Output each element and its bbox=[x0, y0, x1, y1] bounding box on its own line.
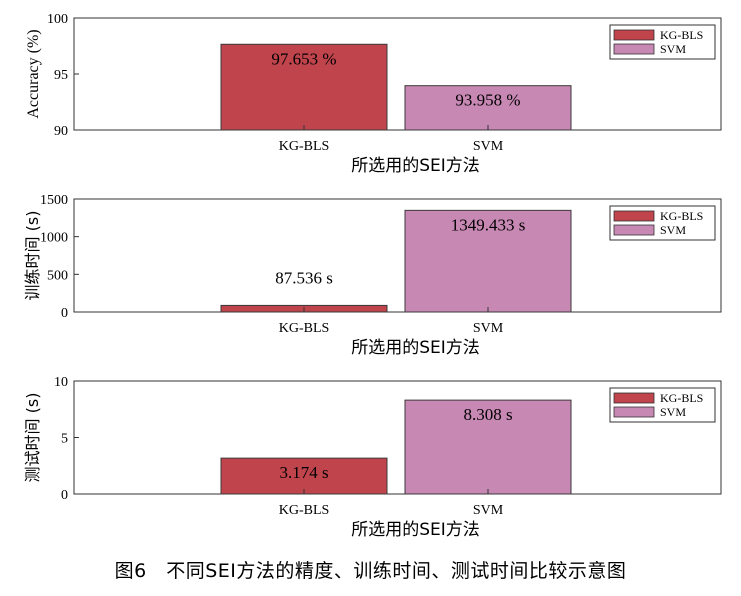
panel-3-ytick-label: 5 bbox=[61, 432, 68, 447]
panel-1-data-label: 97.653 % bbox=[271, 49, 336, 68]
panel-2-xtick-label: KG-BLS bbox=[279, 321, 330, 336]
panel-1-legend-swatch-svm bbox=[613, 43, 655, 55]
panel-3-ytick-label: 0 bbox=[61, 488, 68, 503]
panel-3-bar-kg-bls bbox=[220, 457, 388, 495]
panel-2-xtick-label: SVM bbox=[473, 321, 504, 336]
panel-1-legend-label: KG-BLS bbox=[660, 28, 703, 42]
panel-3-xtick-label: SVM bbox=[473, 503, 504, 518]
panel-1-legend-swatch-kg-bls bbox=[613, 29, 655, 41]
panel-2-data-label: 87.536 s bbox=[275, 268, 333, 287]
panel-1-data-label: 93.958 % bbox=[455, 91, 520, 110]
panel-1-ytick-label: 90 bbox=[54, 124, 68, 139]
panel-2-bar-svm bbox=[404, 209, 572, 313]
panel-3-bar-svm bbox=[404, 399, 572, 495]
panel-3-ytick-label: 10 bbox=[54, 375, 68, 390]
panel-3-legend-swatch-svm bbox=[613, 406, 655, 418]
panel-2-axes bbox=[73, 198, 722, 313]
panel-3-xtick-label: KG-BLS bbox=[279, 503, 330, 518]
panel-3-ylabel: 测试时间 (s) bbox=[23, 393, 42, 483]
panel-1-ylabel: Accuracy (%) bbox=[25, 29, 42, 118]
panel-1-xlabel: 所选用的SEI方法 bbox=[351, 156, 480, 176]
panel-2-legend-swatch-kg-bls bbox=[613, 210, 655, 222]
figure-caption: 图6 不同SEI方法的精度、训练时间、测试时间比较示意图 bbox=[114, 560, 627, 582]
panel-3-xlabel: 所选用的SEI方法 bbox=[351, 520, 480, 540]
panel-3-data-label: 8.308 s bbox=[463, 405, 512, 424]
panel-2-ytick-label: 1000 bbox=[40, 231, 68, 246]
panel-2-legend-label: SVM bbox=[660, 223, 686, 237]
panel-2-ytick-label: 0 bbox=[61, 306, 68, 321]
panel-3-legend-label: KG-BLS bbox=[660, 391, 703, 405]
panel-1-xtick-label: KG-BLS bbox=[279, 139, 330, 154]
panel-2-xlabel: 所选用的SEI方法 bbox=[351, 338, 480, 358]
panel-2-data-label: 1349.433 s bbox=[451, 215, 526, 234]
panel-1-bar-kg-bls bbox=[220, 43, 388, 131]
panel-3-data-label: 3.174 s bbox=[279, 463, 328, 482]
panel-2-ytick-label: 1500 bbox=[40, 193, 68, 208]
panel-3-legend-label: SVM bbox=[660, 405, 686, 419]
panel-1-legend-label: SVM bbox=[660, 42, 686, 56]
panel-1-ytick-label: 100 bbox=[47, 12, 68, 27]
panel-2-ylabel: 训练时间 (s) bbox=[23, 211, 42, 301]
panel-3-legend-swatch-kg-bls bbox=[613, 392, 655, 404]
panel-1-ytick-label: 95 bbox=[54, 68, 68, 83]
panel-2-ytick-label: 500 bbox=[47, 268, 68, 283]
panel-1-xtick-label: SVM bbox=[473, 139, 504, 154]
panel-2-legend-label: KG-BLS bbox=[660, 209, 703, 223]
panel-2-legend-swatch-svm bbox=[613, 224, 655, 236]
